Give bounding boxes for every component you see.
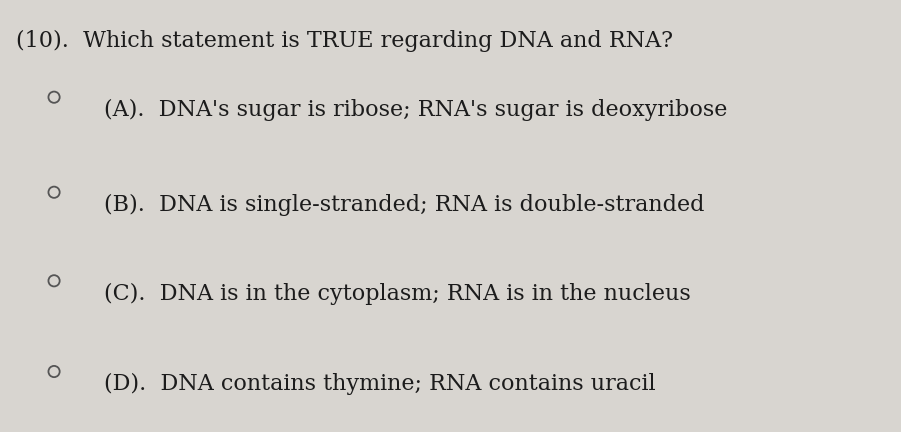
Text: (10).  Which statement is TRUE regarding DNA and RNA?: (10). Which statement is TRUE regarding … xyxy=(16,30,673,52)
Text: (C).  DNA is in the cytoplasm; RNA is in the nucleus: (C). DNA is in the cytoplasm; RNA is in … xyxy=(104,283,690,305)
Text: (A).  DNA's sugar is ribose; RNA's sugar is deoxyribose: (A). DNA's sugar is ribose; RNA's sugar … xyxy=(104,99,727,121)
Text: (B).  DNA is single-stranded; RNA is double-stranded: (B). DNA is single-stranded; RNA is doub… xyxy=(104,194,704,216)
Text: (D).  DNA contains thymine; RNA contains uracil: (D). DNA contains thymine; RNA contains … xyxy=(104,373,655,395)
